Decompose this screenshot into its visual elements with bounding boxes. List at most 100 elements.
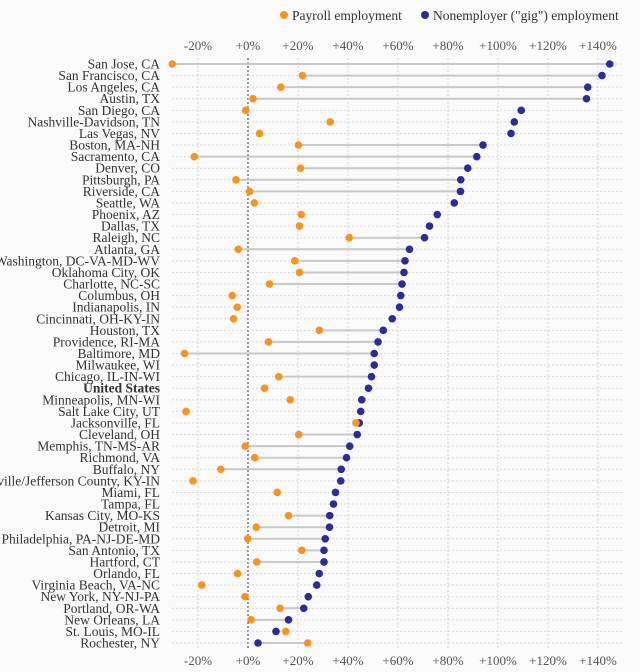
row-label: Chicago, IL-IN-WI — [55, 369, 160, 384]
gig-point — [337, 465, 346, 474]
gig-point — [315, 569, 324, 578]
x-tick-label-bottom: +120% — [529, 653, 567, 668]
x-tick-label-top: +60% — [382, 38, 413, 53]
gig-point — [320, 546, 328, 555]
row-label: Seattle, WA — [96, 195, 160, 210]
payroll-point — [352, 419, 360, 427]
row-label: Tampa, FL — [101, 497, 160, 512]
row-label: Columbus, OH — [78, 288, 160, 303]
gig-point — [367, 372, 376, 381]
row-label: Washington, DC-VA-MD-WV — [0, 253, 160, 268]
gig-point — [325, 523, 334, 531]
gig-point — [420, 233, 429, 242]
payroll-point — [197, 581, 206, 589]
row-label: Hartford, CT — [90, 554, 161, 569]
gig-point — [312, 581, 321, 589]
payroll-point — [281, 627, 290, 636]
x-tick-label-top: +140% — [579, 38, 617, 53]
payroll-point — [345, 233, 354, 242]
gig-point — [398, 280, 406, 288]
gig-point — [517, 106, 526, 115]
gig-point — [507, 129, 515, 138]
x-tick-label-bottom: +20% — [282, 653, 313, 668]
row-label: Cincinnati, OH-KY-IN — [36, 311, 160, 326]
row-label: United States — [83, 381, 160, 396]
legend-payroll-label: Payroll employment — [292, 8, 402, 23]
gig-point — [388, 314, 397, 323]
gig-point — [456, 176, 465, 184]
row-label: Virginia Beach, VA-NC — [31, 578, 160, 593]
payroll-point — [298, 71, 307, 80]
payroll-point — [182, 407, 190, 416]
gig-point — [304, 592, 313, 601]
payroll-point — [168, 60, 177, 68]
payroll-point — [180, 349, 189, 358]
payroll-point — [276, 604, 284, 613]
x-tick-label-top: +0% — [236, 38, 261, 53]
gig-point — [345, 442, 354, 450]
row-label: Las Vegas, NV — [79, 126, 160, 141]
row-label: Richmond, VA — [79, 450, 160, 465]
gig-point — [433, 210, 442, 219]
gig-point — [254, 639, 262, 647]
row-label: Raleigh, NC — [93, 230, 161, 245]
payroll-point — [241, 592, 249, 601]
legend-payroll-marker — [280, 11, 288, 19]
legend-gig-label: Nonemployer ("gig") employment — [433, 8, 619, 23]
payroll-point — [273, 488, 282, 497]
row-label: San Francisco, CA — [58, 68, 160, 83]
x-tick-label-bottom: +100% — [479, 653, 517, 668]
row-label: Dallas, TX — [101, 219, 160, 234]
payroll-point — [252, 558, 261, 566]
payroll-point — [243, 534, 252, 543]
row-label: Philadelphia, PA-NJ-DE-MD — [2, 531, 161, 546]
payroll-point — [250, 453, 259, 462]
row-label: Denver, CO — [95, 161, 160, 176]
gig-point — [396, 291, 405, 300]
gig-point — [299, 604, 308, 613]
x-tick-label-bottom: +60% — [382, 653, 413, 668]
row-label: Oklahoma City, OK — [52, 265, 160, 280]
gig-point — [284, 616, 293, 624]
row-label: San Jose, CA — [88, 57, 161, 72]
row-label: Rochester, NY — [80, 636, 160, 651]
row-label: Salt Lake City, UT — [58, 404, 161, 419]
payroll-point — [232, 176, 240, 184]
gig-point — [329, 500, 338, 508]
payroll-point — [255, 129, 264, 138]
x-tick-label-bottom: +40% — [332, 653, 363, 668]
row-label: Pittsburgh, PA — [82, 172, 160, 187]
payroll-point — [233, 303, 242, 311]
row-label: Louisville/Jefferson County, KY-IN — [0, 473, 160, 488]
payroll-point — [234, 245, 243, 254]
payroll-point — [295, 222, 304, 230]
row-label: Minneapolis, MN-WI — [42, 392, 160, 407]
payroll-point — [326, 118, 335, 126]
gig-point — [336, 477, 345, 485]
legend: Payroll employment Nonemployer ("gig") e… — [280, 8, 619, 23]
row-label: New Orleans, LA — [64, 612, 160, 627]
gig-point — [425, 222, 434, 230]
row-label: Portland, OR-WA — [63, 601, 160, 616]
payroll-point — [228, 291, 237, 300]
row-label: St. Louis, MO-IL — [66, 624, 161, 639]
row-label: Houston, TX — [90, 323, 161, 338]
gig-point — [272, 627, 280, 636]
payroll-point — [284, 511, 293, 520]
row-label: Sacramento, CA — [71, 149, 160, 164]
payroll-point — [295, 268, 304, 277]
payroll-point — [297, 546, 306, 555]
row-label: Austin, TX — [99, 91, 160, 106]
payroll-point — [265, 280, 274, 288]
row-label: Providence, RI-MA — [53, 334, 160, 349]
payroll-point — [241, 442, 250, 450]
x-tick-label-bottom: -20% — [184, 653, 212, 668]
gig-point — [605, 60, 614, 68]
gig-point — [450, 199, 459, 207]
payroll-point — [250, 199, 259, 207]
gig-point — [353, 430, 362, 439]
payroll-point — [315, 326, 324, 335]
payroll-point — [245, 187, 254, 196]
payroll-point — [297, 210, 306, 219]
